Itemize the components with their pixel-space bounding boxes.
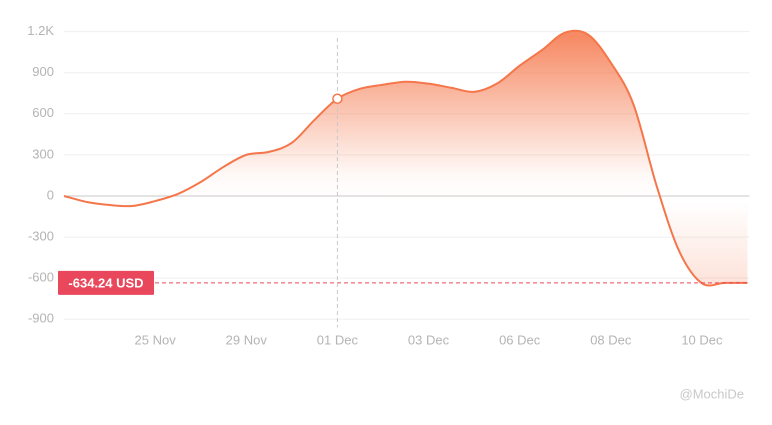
x-tick-label: 29 Nov	[226, 332, 268, 347]
plot: 1.2K 900 600 300 0 -300 -600 -900 25 Nov 29 Nov 01…	[27, 23, 750, 347]
y-tick-label: 1.2K	[27, 23, 54, 38]
y-tick-label: 600	[32, 105, 54, 120]
x-tick-label: 25 Nov	[135, 332, 177, 347]
y-tick-label: 0	[47, 187, 54, 202]
y-tick-label: -300	[28, 229, 54, 244]
y-tick-label: -900	[28, 311, 54, 326]
highlight-marker	[332, 93, 343, 104]
y-tick-label: 900	[32, 64, 54, 79]
reference-label-bg	[58, 270, 154, 295]
y-tick-label: 300	[32, 146, 54, 161]
watermark: @MochiDe	[680, 386, 745, 401]
line	[63, 29, 748, 287]
x-tick-label: 10 Dec	[681, 332, 723, 347]
area-fill	[64, 30, 748, 286]
x-tick-label: 06 Dec	[499, 332, 541, 347]
x-tick-label: 01 Dec	[317, 332, 359, 347]
x-tick-label: 03 Dec	[408, 332, 450, 347]
x-tick-label: 08 Dec	[590, 332, 632, 347]
y-tick-label: -600	[28, 270, 54, 285]
reference-label: -634.24 USD	[68, 275, 143, 290]
